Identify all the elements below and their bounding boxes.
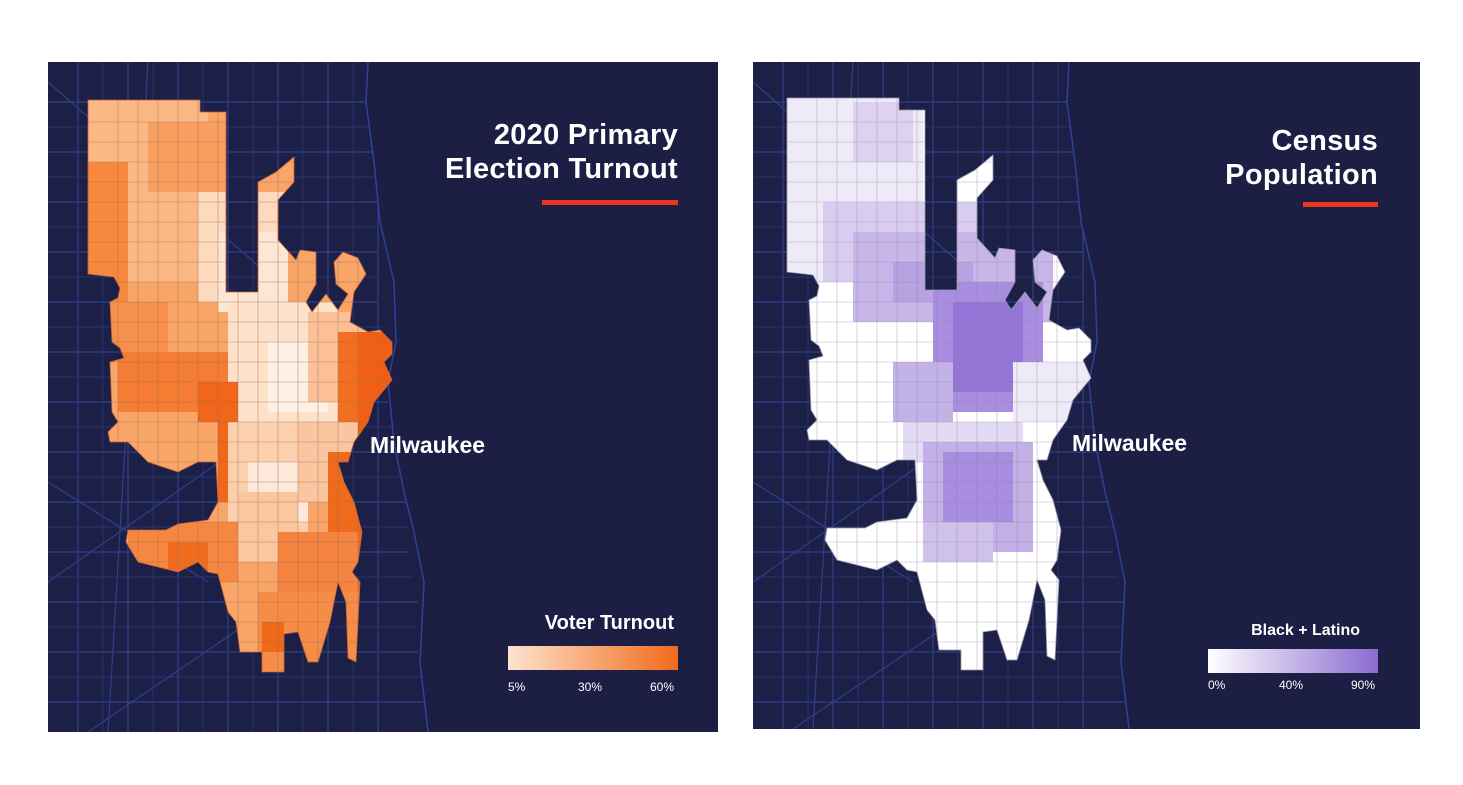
turnout-city-label: Milwaukee: [370, 432, 486, 458]
turnout-title: 2020 Primary Election Turnout: [445, 118, 678, 186]
turnout-legend-tick: 60%: [650, 680, 675, 694]
turnout-title-line1: 2020 Primary: [493, 119, 678, 151]
census-title-underline: [1303, 202, 1378, 207]
turnout-legend-tick: 30%: [578, 680, 603, 694]
turnout-legend-title: Voter Turnout: [544, 612, 674, 634]
census-legend-tick: 0%: [1208, 678, 1226, 692]
census-title: Census Population: [1225, 124, 1378, 192]
census-city-label: Milwaukee: [1072, 430, 1188, 456]
census-legend-tick: 90%: [1351, 678, 1376, 692]
turnout-map: [48, 62, 718, 732]
census-title-line2: Population: [1225, 159, 1378, 191]
census-legend-title: Black + Latino: [1251, 622, 1360, 639]
turnout-legend-tick: 5%: [508, 680, 526, 694]
turnout-title-line2: Election Turnout: [444, 153, 678, 185]
census-title-line1: Census: [1271, 125, 1378, 157]
census-map: [753, 62, 1420, 729]
turnout-legend-bar: [508, 646, 678, 670]
census-map-panel: Census Population Milwaukee Black + Lati…: [753, 62, 1420, 729]
turnout-map-panel: 2020 Primary Election Turnout Milwaukee …: [48, 62, 718, 732]
turnout-title-underline: [542, 200, 678, 205]
census-legend-tick: 40%: [1279, 678, 1304, 692]
census-legend-bar: [1208, 649, 1378, 673]
